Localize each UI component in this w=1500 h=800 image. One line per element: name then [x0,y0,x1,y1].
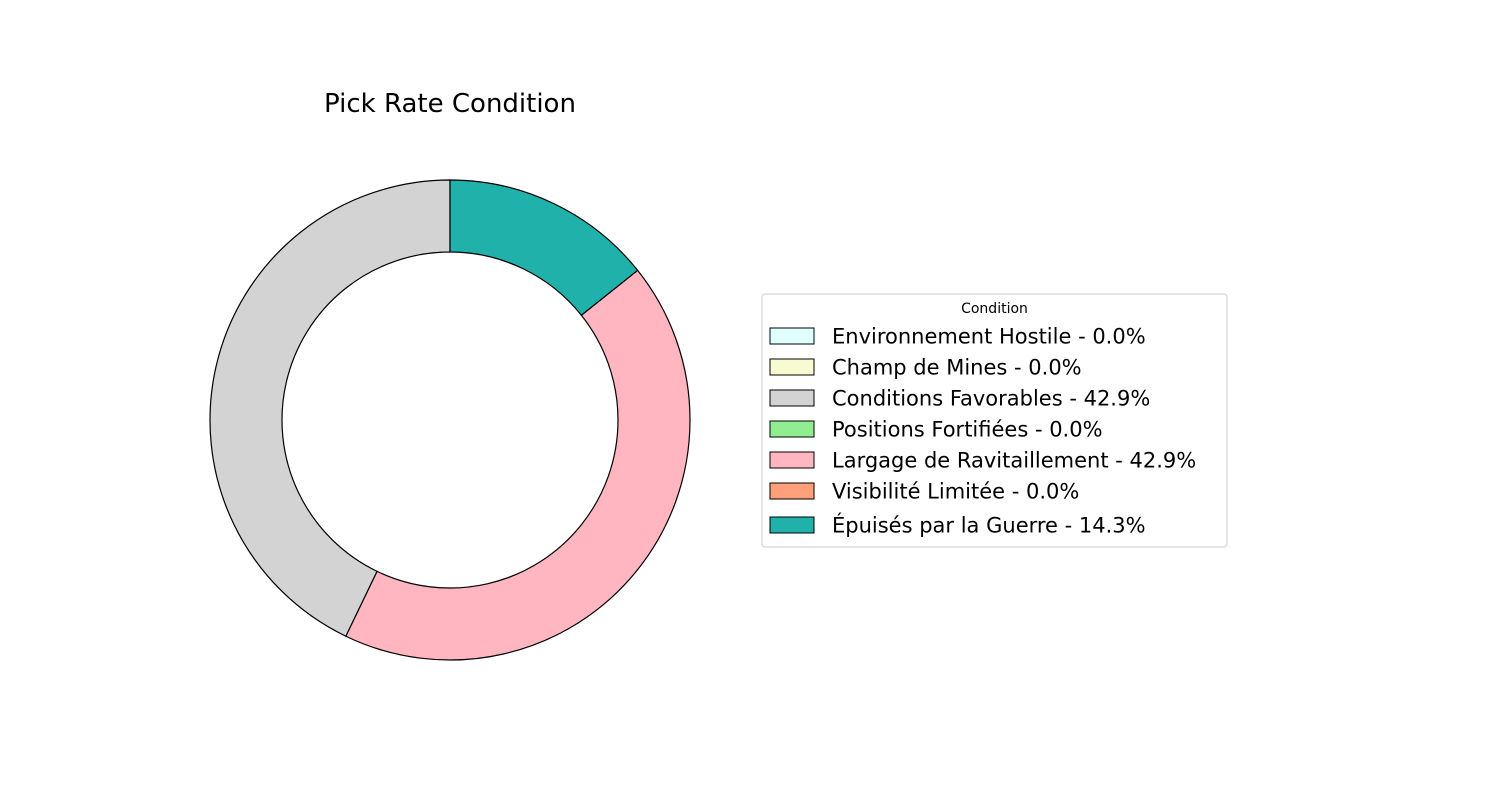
legend: Condition Environnement Hostile - 0.0% Ch… [761,293,1228,548]
legend-swatch-positions-fortifiees [769,420,815,438]
chart-title: Pick Rate Condition [324,89,576,119]
legend-swatch-conditions-favorables [769,389,815,407]
slice-conditions-favorables [209,179,451,638]
legend-swatch-champ-de-mines [769,358,815,376]
legend-label-champ-de-mines: Champ de Mines - 0.0% [832,356,1082,380]
slice-epuises-par-la-guerre [449,179,639,317]
donut-slices [209,179,691,661]
legend-title: Condition [961,301,1028,317]
legend-frame [761,293,1228,548]
legend-swatch-environnement-hostile [769,327,815,345]
legend-label-visibilite-limitee: Visibilité Limitée - 0.0% [832,480,1079,504]
legend-label-conditions-favorables: Conditions Favorables - 42.9% [832,387,1150,411]
slice-largage-de-ravitaillement [345,269,691,661]
legend-label-largage-de-ravitaillement: Largage de Ravitaillement - 42.9% [832,449,1196,473]
legend-swatch-visibilite-limitee [769,482,815,500]
legend-label-epuises-par-la-guerre: Épuisés par la Guerre - 14.3% [832,513,1146,538]
legend-entries: Environnement Hostile - 0.0% Champ de Min… [769,325,1196,538]
legend-label-environnement-hostile: Environnement Hostile - 0.0% [832,325,1146,349]
legend-swatch-epuises-par-la-guerre [769,516,815,534]
legend-swatch-largage-de-ravitaillement [769,451,815,469]
legend-label-positions-fortifiees: Positions Fortifiées - 0.0% [832,418,1103,442]
